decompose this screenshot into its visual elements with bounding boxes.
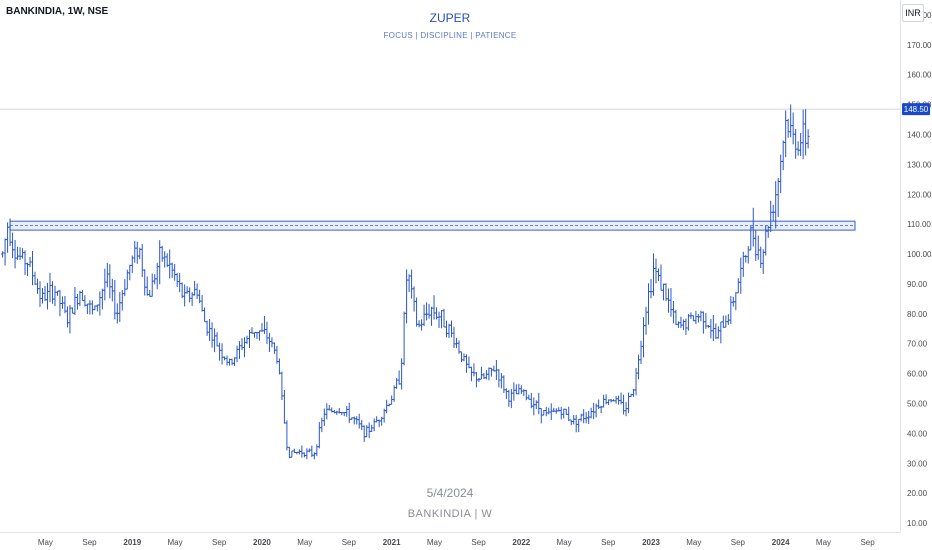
x-tick-label: 2024 xyxy=(772,538,790,547)
x-tick-label: 2019 xyxy=(123,538,141,547)
currency-button[interactable]: INR xyxy=(902,4,924,22)
x-tick-label: Sep xyxy=(731,538,746,547)
x-tick-label: Sep xyxy=(471,538,486,547)
y-tick-label: 120.00 xyxy=(907,190,932,199)
x-tick-label: 2020 xyxy=(253,538,271,547)
y-tick-label: 140.00 xyxy=(907,130,932,139)
chart-subtitle: FOCUS | DISCIPLINE | PATIENCE xyxy=(383,31,517,40)
y-tick-label: 110.00 xyxy=(907,220,931,229)
y-tick-label: 80.00 xyxy=(907,310,928,319)
x-tick-label: May xyxy=(557,538,572,547)
x-tick-label: May xyxy=(816,538,831,547)
y-tick-label: 50.00 xyxy=(907,399,928,408)
x-tick-label: May xyxy=(297,538,312,547)
y-tick-label: 160.00 xyxy=(907,71,932,80)
x-tick-label: May xyxy=(38,538,53,547)
x-tick-label: Sep xyxy=(860,538,875,547)
y-tick-label: 10.00 xyxy=(907,519,928,528)
x-tick-label: 2022 xyxy=(512,538,530,547)
y-tick-label: 40.00 xyxy=(907,429,928,438)
x-tick-label: 2023 xyxy=(642,538,660,547)
y-tick-label: 30.00 xyxy=(907,459,928,468)
y-tick-label: 70.00 xyxy=(907,340,928,349)
x-tick-label: May xyxy=(427,538,442,547)
y-tick-label: 20.00 xyxy=(907,489,928,498)
y-tick-label: 60.00 xyxy=(907,370,928,379)
last-price-tag xyxy=(902,103,930,116)
watermark-symbol: BANKINDIA | W xyxy=(407,508,493,520)
y-tick-label: 130.00 xyxy=(907,160,932,169)
x-tick-label: May xyxy=(168,538,183,547)
y-tick-label: 170.00 xyxy=(907,41,932,50)
x-tick-label: Sep xyxy=(342,538,357,547)
x-tick-label: 2021 xyxy=(383,538,401,547)
y-tick-label: 90.00 xyxy=(907,280,928,289)
last-price-label: 148.50 xyxy=(904,105,929,114)
x-tick-label: May xyxy=(686,538,701,547)
symbol-label: BANKINDIA, 1W, NSE xyxy=(6,6,109,17)
y-tick-label: 100.00 xyxy=(907,250,932,259)
watermark-date: 5/4/2024 xyxy=(426,486,474,500)
x-tick-label: Sep xyxy=(212,538,227,547)
chart-title: ZUPER xyxy=(429,11,471,25)
x-tick-label: Sep xyxy=(82,538,97,547)
x-tick-label: Sep xyxy=(601,538,616,547)
